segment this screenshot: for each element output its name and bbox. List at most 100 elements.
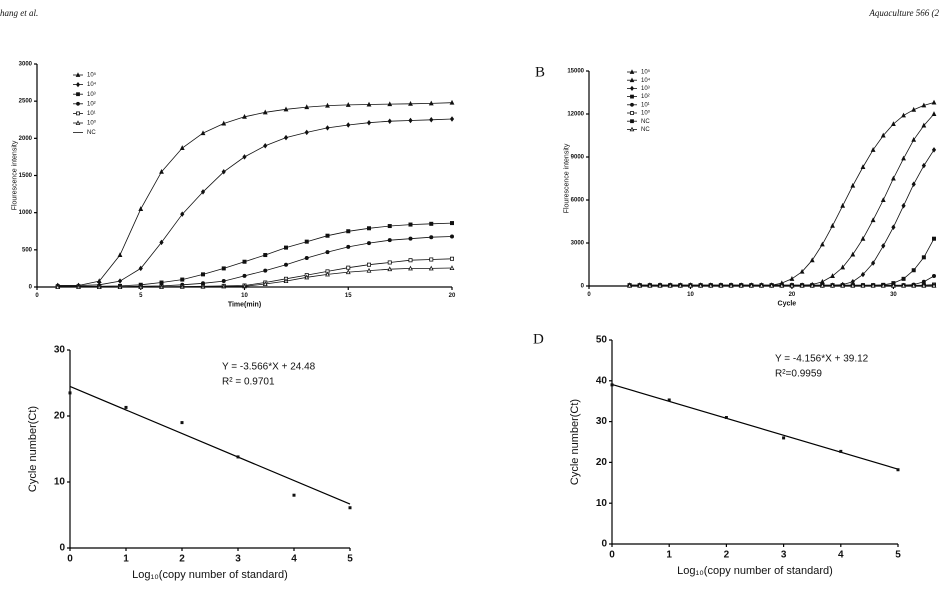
- legend-label: 10⁴: [641, 77, 651, 84]
- x-tick-label: 2: [724, 550, 730, 561]
- data-point: [263, 253, 268, 258]
- data-point: [387, 224, 392, 229]
- y-tick-label: 40: [596, 375, 608, 386]
- y-tick-label: 30: [54, 345, 66, 356]
- data-point: [292, 493, 296, 497]
- data-point: [346, 244, 351, 249]
- data-point: [860, 271, 866, 278]
- data-point: [901, 282, 906, 288]
- legend-label: 10⁴: [87, 81, 97, 88]
- marker: [75, 120, 81, 125]
- y-tick-label: 6000: [571, 198, 585, 204]
- data-point: [221, 266, 226, 271]
- data-point: [830, 273, 835, 278]
- data-point: [759, 282, 764, 288]
- data-point: [346, 229, 351, 234]
- data-point: [242, 259, 247, 264]
- series-line: [629, 149, 935, 286]
- data-point: [738, 282, 744, 288]
- x-tick-label: 5: [139, 293, 143, 299]
- data-point: [799, 268, 805, 274]
- x-tick-label: 1: [123, 554, 129, 565]
- data-point: [159, 168, 164, 174]
- data-point: [180, 277, 185, 282]
- data-point: [724, 416, 728, 420]
- y-tick-label: 500: [22, 247, 33, 253]
- series-line: [629, 113, 935, 286]
- data-point: [236, 455, 240, 459]
- data-point: [159, 239, 164, 246]
- data-point: [896, 468, 900, 472]
- equation: Y = -4.156*X + 39.12: [775, 354, 869, 365]
- data-point: [779, 282, 785, 288]
- data-point: [346, 122, 351, 128]
- data-point: [891, 282, 896, 288]
- data-point: [657, 282, 663, 288]
- series-line: [57, 236, 453, 287]
- data-point: [449, 256, 454, 261]
- data-point: [429, 117, 434, 123]
- x-axis-title: Cycle: [778, 301, 797, 308]
- panel-label: B: [535, 64, 545, 80]
- data-point: [769, 282, 775, 288]
- data-point: [428, 265, 434, 271]
- legend-label: 10³: [87, 92, 96, 98]
- data-point: [921, 162, 926, 169]
- data-point: [921, 102, 927, 108]
- data-point: [304, 239, 309, 244]
- x-tick-label: 20: [789, 292, 796, 298]
- data-point: [860, 164, 866, 170]
- legend-label: NC: [641, 119, 650, 125]
- marker: [76, 111, 80, 116]
- data-point: [931, 147, 937, 153]
- x-axis-title: Log₁₀(copy number of standard): [132, 569, 288, 581]
- marker: [629, 85, 635, 92]
- x-tick-label: 15: [345, 293, 352, 299]
- data-point: [850, 251, 856, 257]
- data-point: [901, 112, 906, 118]
- data-point: [304, 274, 310, 280]
- legend-label: 10³: [641, 86, 650, 92]
- data-point: [117, 278, 123, 284]
- data-point: [117, 252, 123, 258]
- data-point: [408, 236, 413, 241]
- series-line: [57, 222, 453, 287]
- data-point: [871, 260, 876, 266]
- x-axis-title: Log₁₀(copy number of standard): [677, 565, 833, 577]
- data-point: [809, 257, 815, 263]
- x-tick-label: 30: [890, 292, 897, 298]
- data-point: [840, 202, 846, 208]
- data-point: [809, 282, 815, 288]
- data-point: [891, 121, 896, 127]
- data-point: [366, 119, 372, 126]
- data-point: [839, 449, 843, 453]
- data-point: [429, 221, 434, 226]
- data-point: [728, 282, 734, 288]
- x-tick-label: 4: [838, 550, 844, 561]
- data-point: [850, 282, 856, 288]
- data-point: [840, 282, 846, 288]
- data-point: [325, 233, 330, 238]
- legend-label: 10¹: [87, 111, 96, 117]
- data-point: [138, 206, 144, 211]
- y-tick-label: 15000: [567, 69, 584, 75]
- y-tick-label: 0: [601, 539, 607, 550]
- data-point: [911, 181, 916, 187]
- data-point: [880, 132, 886, 138]
- journal-ref: Aquaculture 566 (2: [868, 8, 939, 18]
- panel-label: D: [533, 331, 544, 347]
- data-point: [860, 235, 866, 241]
- data-point: [387, 260, 392, 265]
- data-point: [346, 265, 351, 270]
- data-point: [911, 106, 917, 112]
- data-point: [366, 267, 372, 273]
- legend-label: 10²: [87, 101, 96, 107]
- data-point: [263, 268, 268, 273]
- r-squared: R²=0.9959: [775, 369, 822, 380]
- legend-label: NC: [641, 127, 650, 133]
- data-point: [911, 268, 916, 273]
- y-tick-label: 2500: [19, 99, 33, 105]
- marker: [629, 69, 635, 74]
- x-tick-label: 2: [179, 554, 185, 565]
- data-point: [921, 122, 927, 128]
